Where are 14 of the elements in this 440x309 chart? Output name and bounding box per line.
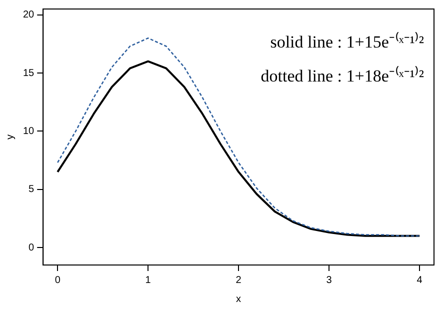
annotation: solid line : 1+15e⁻⁽ˣ⁻¹⁾² (270, 31, 424, 52)
x-tick-label: 4 (416, 274, 423, 286)
y-tick-label: 10 (23, 126, 35, 137)
y-tick-label: 20 (23, 10, 35, 21)
x-axis-title: x (236, 294, 242, 305)
x-tick-label: 3 (326, 274, 332, 286)
y-tick-label: 5 (28, 184, 35, 196)
x-tick-label: 0 (54, 274, 61, 286)
y-axis-title: y (4, 134, 16, 140)
x-tick-label: 2 (236, 274, 242, 286)
annotation: dotted line : 1+18e⁻⁽ˣ⁻¹⁾² (260, 65, 424, 86)
y-tick-label: 15 (23, 68, 35, 79)
y-tick-label: 0 (28, 242, 35, 254)
x-tick-label: 1 (145, 274, 152, 286)
